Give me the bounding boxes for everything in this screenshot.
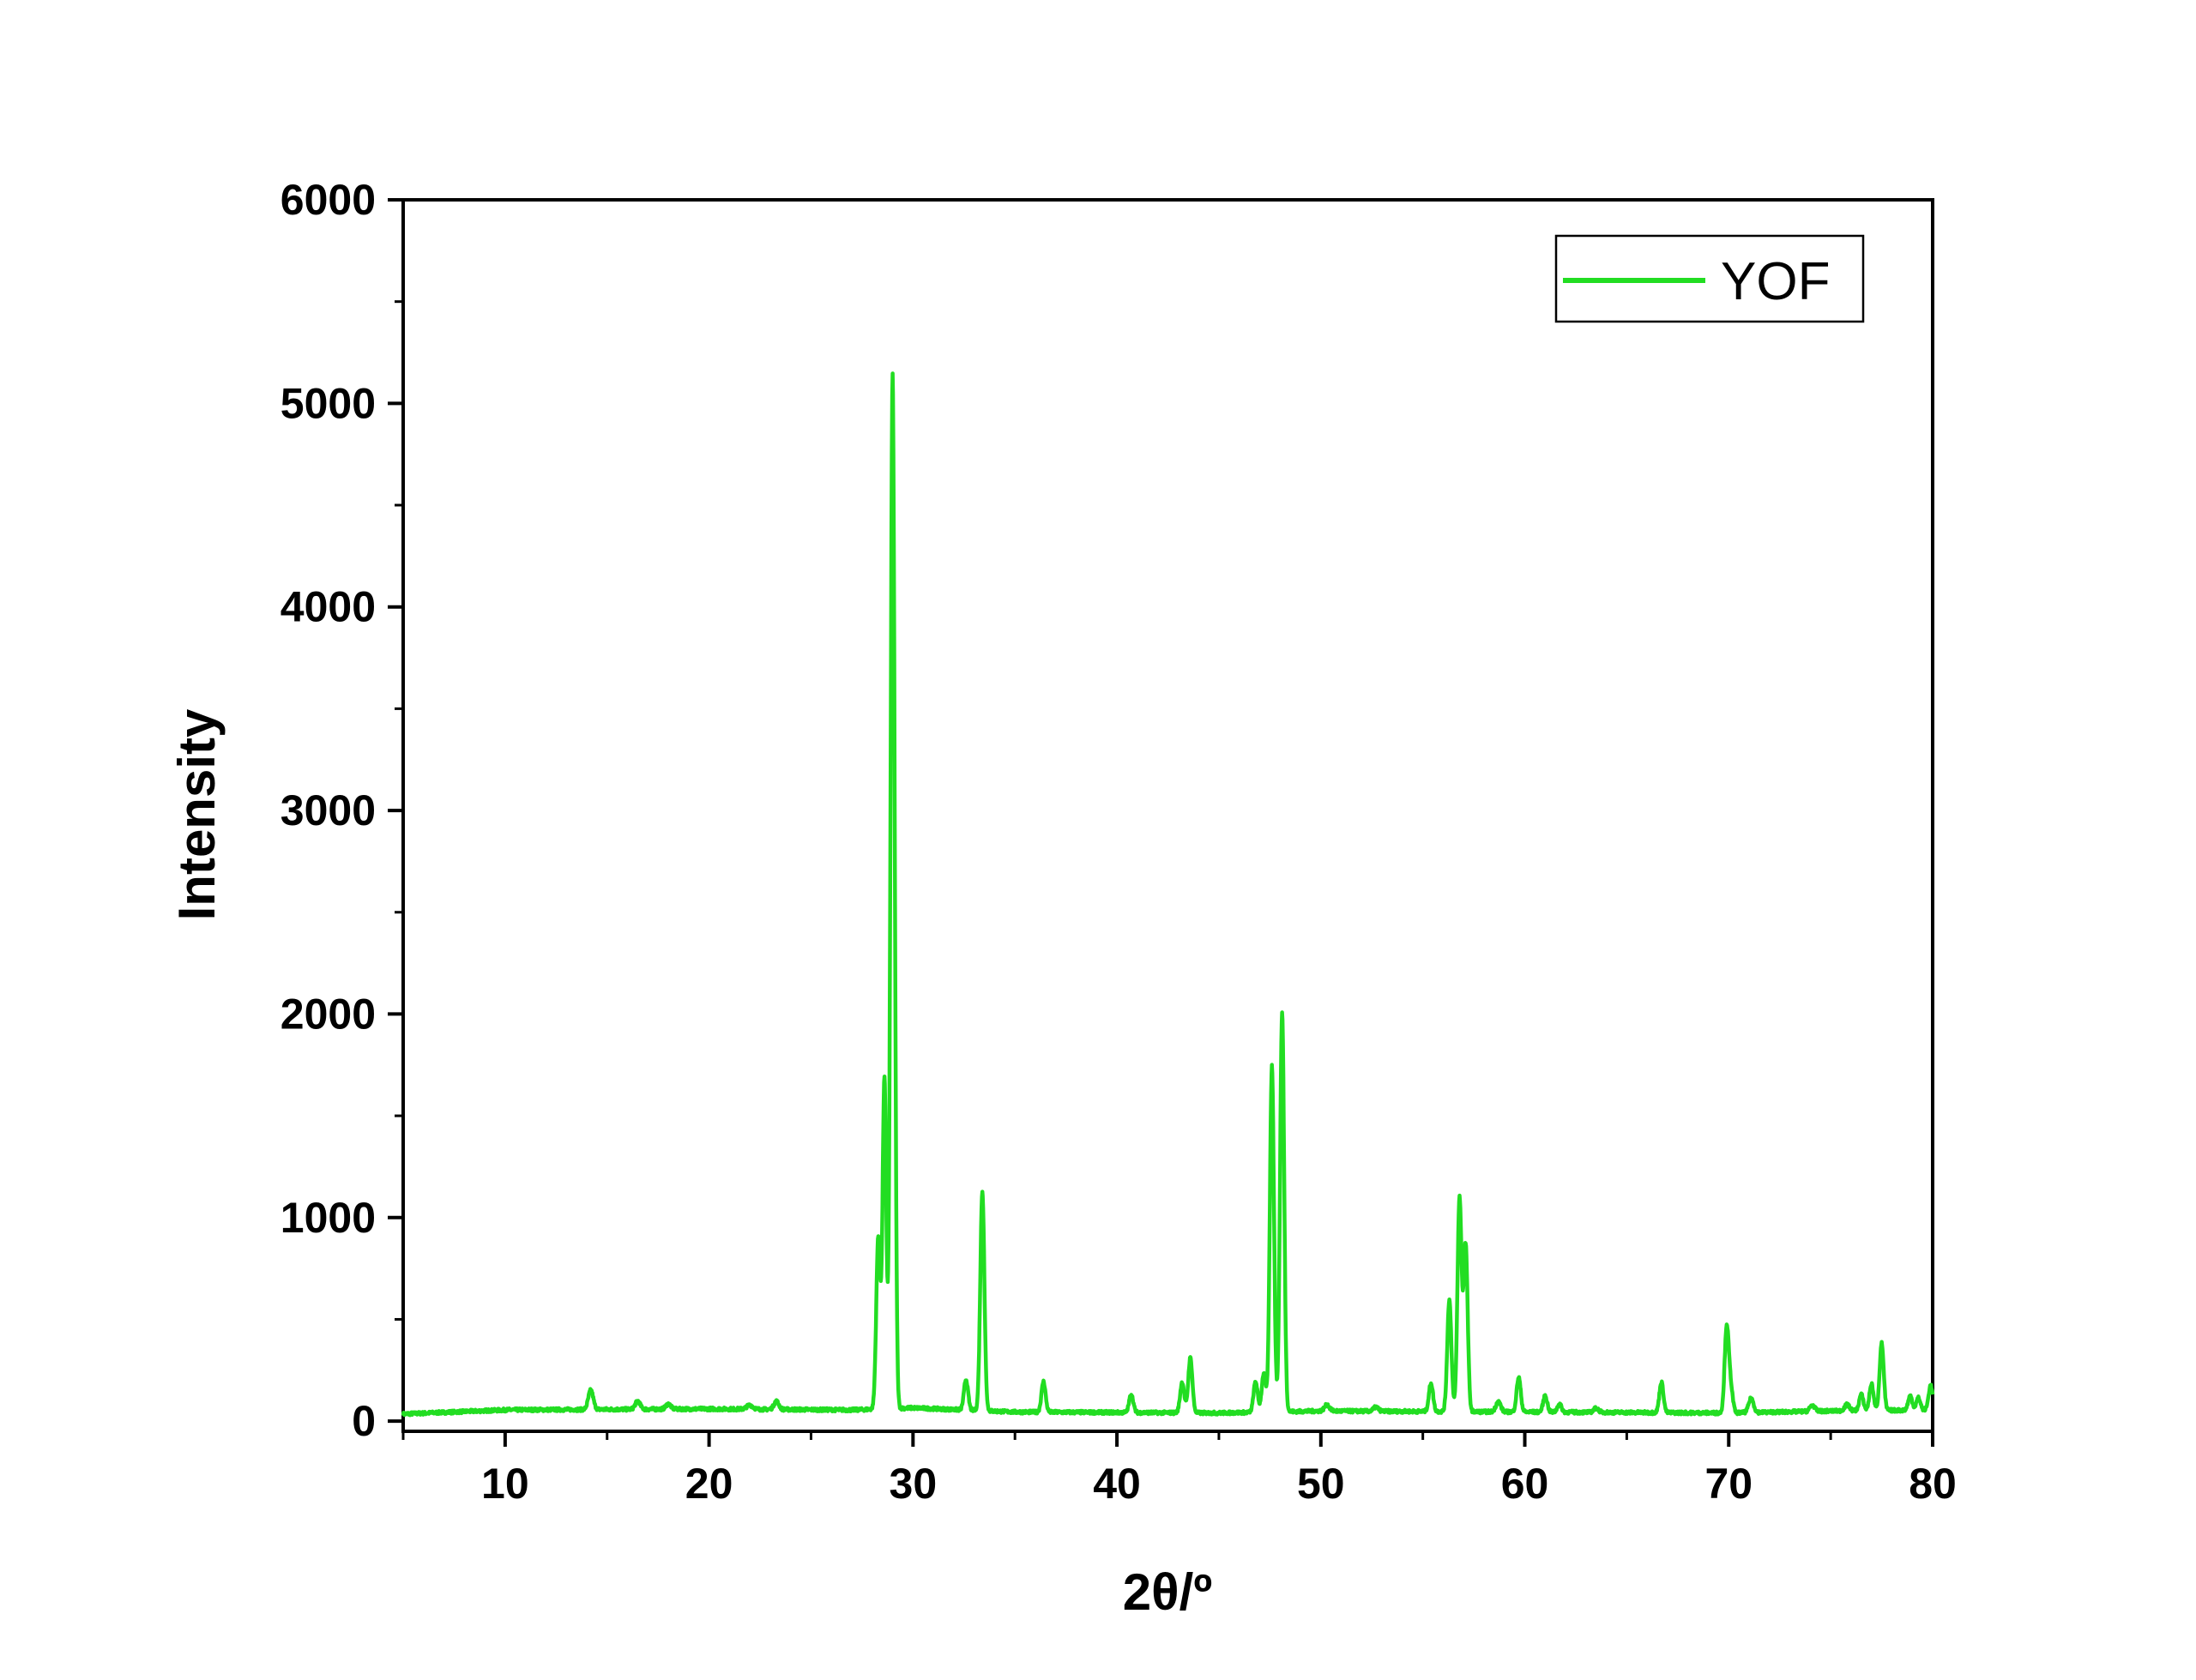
- y-tick-label: 4000: [281, 583, 376, 631]
- plot-area: [401, 198, 1935, 1433]
- x-tick-label: 20: [685, 1460, 733, 1508]
- y-axis-ticks: 0 1000 2000 3000 4000 5000 6000: [281, 176, 403, 1445]
- x-tick-label: 50: [1297, 1460, 1345, 1508]
- x-tick-label: 60: [1501, 1460, 1549, 1508]
- x-axis-ticks: 10 20 30 40 50 60 70 80: [401, 1431, 1957, 1508]
- x-tick-label: 30: [890, 1460, 938, 1508]
- series-line-yof: [401, 371, 1935, 1418]
- y-tick-label: 1000: [281, 1194, 376, 1242]
- y-axis-title: Intensity: [168, 708, 226, 920]
- y-tick-label: 6000: [281, 176, 376, 224]
- y-tick-label: 5000: [281, 379, 376, 427]
- x-tick-label: 10: [481, 1460, 529, 1508]
- x-tick-label: 80: [1909, 1460, 1957, 1508]
- plot-frame: [401, 198, 1934, 1433]
- series-layer: [401, 371, 1935, 1418]
- y-tick-label: 0: [352, 1397, 376, 1445]
- y-tick-label: 2000: [281, 990, 376, 1038]
- legend: YOF: [1554, 234, 1865, 323]
- x-axis-title: 2θ/º: [1123, 1563, 1212, 1621]
- x-tick-label: 40: [1093, 1460, 1141, 1508]
- x-tick-label: 70: [1704, 1460, 1753, 1508]
- y-tick-label: 3000: [281, 786, 376, 834]
- legend-label-yof: YOF: [1721, 252, 1830, 311]
